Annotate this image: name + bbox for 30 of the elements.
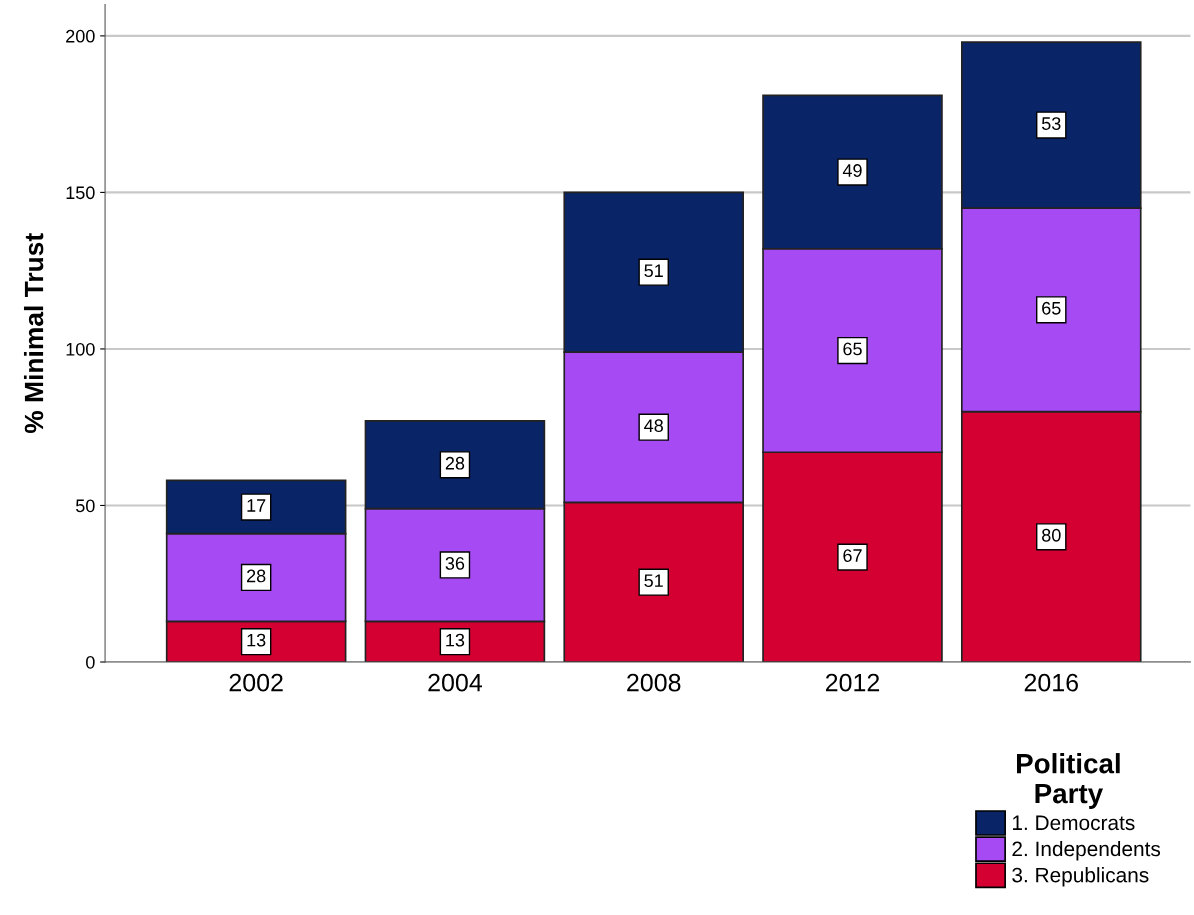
y-axis-title: % Minimal Trust xyxy=(23,233,44,434)
legend-title: Political Party xyxy=(1017,753,1120,809)
x-tick-label: 2002 xyxy=(229,673,283,692)
x-tick-label: 2008 xyxy=(627,673,681,692)
y-tick-label: 100 xyxy=(66,342,95,356)
data-label: 13 xyxy=(446,633,465,647)
data-label: 13 xyxy=(247,633,266,647)
y-tick-label: 200 xyxy=(66,29,95,43)
x-tick-label: 2004 xyxy=(428,673,483,692)
data-label: 28 xyxy=(445,456,465,470)
data-label: 80 xyxy=(1042,528,1061,542)
data-label: 67 xyxy=(843,549,862,562)
legend-label: 2. Independents xyxy=(1012,840,1161,861)
x-tick-label: 2016 xyxy=(1024,673,1078,692)
y-tick-label: 0 xyxy=(86,655,95,669)
data-label: 48 xyxy=(644,419,663,433)
data-label: 51 xyxy=(644,264,663,278)
x-tick-label: 2012 xyxy=(825,673,880,692)
data-label: 51 xyxy=(644,574,663,588)
y-tick-label: 50 xyxy=(75,499,95,513)
data-label: 65 xyxy=(1042,301,1061,315)
data-label: 17 xyxy=(247,499,266,512)
data-label: 53 xyxy=(1041,117,1061,130)
y-tick-label: 150 xyxy=(66,186,95,200)
data-label: 28 xyxy=(247,569,266,583)
data-label: 36 xyxy=(445,557,465,570)
legend-label: 1. Democrats xyxy=(1012,815,1135,831)
data-label: 65 xyxy=(843,342,862,356)
legend-label: 3. Republicans xyxy=(1012,867,1149,887)
data-label: 49 xyxy=(842,164,862,177)
